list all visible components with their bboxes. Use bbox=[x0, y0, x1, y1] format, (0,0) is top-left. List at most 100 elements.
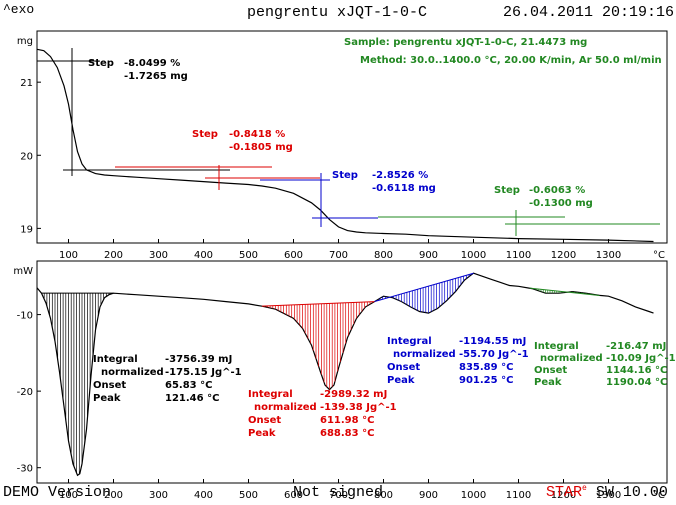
x-tick-label: 1100 bbox=[506, 490, 531, 501]
x-tick-label: 800 bbox=[374, 490, 393, 501]
integral-2-label: Integral bbox=[248, 389, 293, 400]
integral-1-peak-label: Peak bbox=[93, 393, 121, 404]
x-tick-label: 700 bbox=[329, 250, 348, 261]
integral-3-peak-label: Peak bbox=[387, 375, 415, 386]
x-tick-label: 500 bbox=[239, 250, 258, 261]
x-tick-label: 1100 bbox=[506, 250, 531, 261]
integral-4-onset-value: 1144.16 °C bbox=[606, 365, 667, 376]
step-3-label: Step bbox=[332, 170, 358, 181]
star-e: e bbox=[582, 484, 587, 493]
integral-3-norm-label: normalized bbox=[393, 349, 456, 360]
integral-2-block: Integral -2989.32 mJ normalized -139.38 … bbox=[248, 389, 397, 439]
x-tick-label: 600 bbox=[284, 490, 303, 501]
integral-2-baseline bbox=[261, 301, 375, 307]
integral-3-label: Integral bbox=[387, 336, 432, 347]
integral-4-onset-label: Onset bbox=[534, 365, 567, 376]
integral-1-onset-label: Onset bbox=[93, 380, 126, 391]
integral-2-norm-value: -139.38 Jg^-1 bbox=[320, 402, 397, 413]
integral-1-value: -3756.39 mJ bbox=[165, 354, 232, 365]
footer-demo: DEMO Version bbox=[3, 484, 112, 501]
x-tick-label: 300 bbox=[149, 250, 168, 261]
integral-1-label: Integral bbox=[93, 354, 138, 365]
timestamp: 26.04.2011 20:19:16 bbox=[503, 4, 675, 21]
x-tick-label: 200 bbox=[104, 490, 123, 501]
integral-3-norm-value: -55.70 Jg^-1 bbox=[459, 349, 529, 360]
integral-4-peak-label: Peak bbox=[534, 377, 562, 388]
integral-2-peak-label: Peak bbox=[248, 428, 276, 439]
x-tick-label: 1000 bbox=[461, 490, 486, 501]
y-tick-label: -30 bbox=[17, 464, 33, 475]
integral-1-onset-value: 65.83 °C bbox=[165, 380, 212, 391]
integral-1-norm-label: normalized bbox=[101, 367, 164, 378]
tga-plot-frame bbox=[36, 30, 668, 244]
x-tick-label: 600 bbox=[284, 250, 303, 261]
x-axis-label: °C bbox=[653, 250, 665, 261]
x-tick-label: 1200 bbox=[551, 250, 576, 261]
tga-layer: 100 200 300 400 500 600 700 800 900 1000 1100 1200 1… bbox=[17, 36, 665, 261]
tga-curve bbox=[36, 48, 654, 243]
x-tick-label: 1000 bbox=[461, 250, 486, 261]
x-tick-label: 400 bbox=[194, 250, 213, 261]
x-tick-label: 100 bbox=[59, 490, 78, 501]
x-tick-label: 900 bbox=[419, 250, 438, 261]
x-tick-label: 900 bbox=[419, 490, 438, 501]
step-2-mg: -0.1805 mg bbox=[229, 142, 293, 153]
sw-version: SW 10.00 bbox=[595, 484, 668, 501]
integral-3-peak-value: 901.25 °C bbox=[459, 375, 513, 386]
integral-3-onset-label: Onset bbox=[387, 362, 420, 373]
x-tick-label: 200 bbox=[104, 250, 123, 261]
step-1-mg: -1.7265 mg bbox=[124, 71, 188, 82]
x-tick-label: 300 bbox=[149, 490, 168, 501]
integral-2-peak-value: 688.83 °C bbox=[320, 428, 374, 439]
x-tick-label: 1300 bbox=[596, 250, 621, 261]
integral-4-peak-value: 1190.04 °C bbox=[606, 377, 667, 388]
x-tick-label: 100 bbox=[59, 250, 78, 261]
x-tick-label: 1300 bbox=[596, 490, 621, 501]
step-3-mg: -0.6118 mg bbox=[372, 183, 436, 194]
x-tick-label: 700 bbox=[329, 490, 348, 501]
star-logo: STAR bbox=[546, 484, 583, 501]
y-tick-label: -20 bbox=[17, 387, 33, 398]
integral-3-baseline bbox=[374, 272, 474, 303]
integral-2-onset-value: 611.98 °C bbox=[320, 415, 374, 426]
step-4-mg: -0.1300 mg bbox=[529, 198, 593, 209]
integral-3-block: Integral -1194.55 mJ normalized -55.70 J… bbox=[387, 336, 529, 386]
step-4-pct: -0.6063 % bbox=[529, 185, 585, 196]
integral-2-onset-label: Onset bbox=[248, 415, 281, 426]
integral-1-norm-value: -175.15 Jg^-1 bbox=[165, 367, 242, 378]
page-title: pengrentu xJQT-1-0-C bbox=[247, 4, 428, 21]
x-tick-label: 400 bbox=[194, 490, 213, 501]
x-axis-label: °C bbox=[653, 490, 665, 501]
x-tick-label: 500 bbox=[239, 490, 258, 501]
integral-4-value: -216.47 mJ bbox=[606, 341, 666, 352]
integral-4-norm-value: -10.09 Jg^-1 bbox=[606, 353, 676, 364]
footer-star-sw: STARe SW 10.00 bbox=[546, 484, 668, 501]
x-tick-label: 800 bbox=[374, 250, 393, 261]
tga-sample-text: Sample: pengrentu xJQT-1-0-C, 21.4473 mg bbox=[344, 37, 587, 48]
integral-4-label: Integral bbox=[534, 341, 579, 352]
y-tick-label: 20 bbox=[20, 151, 33, 162]
integral-3-onset-value: 835.89 °C bbox=[459, 362, 513, 373]
integral-1-peak-value: 121.46 °C bbox=[165, 393, 219, 404]
integral-3-value: -1194.55 mJ bbox=[459, 336, 526, 347]
y-axis-label: mW bbox=[13, 266, 33, 277]
dsc-curve bbox=[36, 272, 654, 477]
integral-4-block: Integral -216.47 mJ normalized -10.09 Jg… bbox=[534, 341, 676, 388]
step-2-pct: -0.8418 % bbox=[229, 129, 285, 140]
x-tick-label: 1200 bbox=[551, 490, 576, 501]
integral-4-baseline bbox=[529, 287, 600, 296]
integral-2-value: -2989.32 mJ bbox=[320, 389, 387, 400]
step-2-label: Step bbox=[192, 129, 218, 140]
footer-signed: Not signed bbox=[293, 484, 384, 501]
step-1-label: Step bbox=[88, 58, 114, 69]
dsc-layer: 100 200 300 400 500 600 700 800 900 1000 1100 1200 1… bbox=[13, 266, 665, 501]
y-tick-label: 19 bbox=[20, 224, 33, 235]
dsc-plot-frame bbox=[36, 260, 668, 484]
integral-2-norm-label: normalized bbox=[254, 402, 317, 413]
integral-4-norm-label: normalized bbox=[540, 353, 603, 364]
y-axis-label: mg bbox=[17, 36, 33, 47]
y-tick-label: -10 bbox=[17, 311, 33, 322]
integral-1-block: Integral -3756.39 mJ normalized -175.15 … bbox=[93, 354, 242, 404]
step-1-pct: -8.0499 % bbox=[124, 58, 180, 69]
